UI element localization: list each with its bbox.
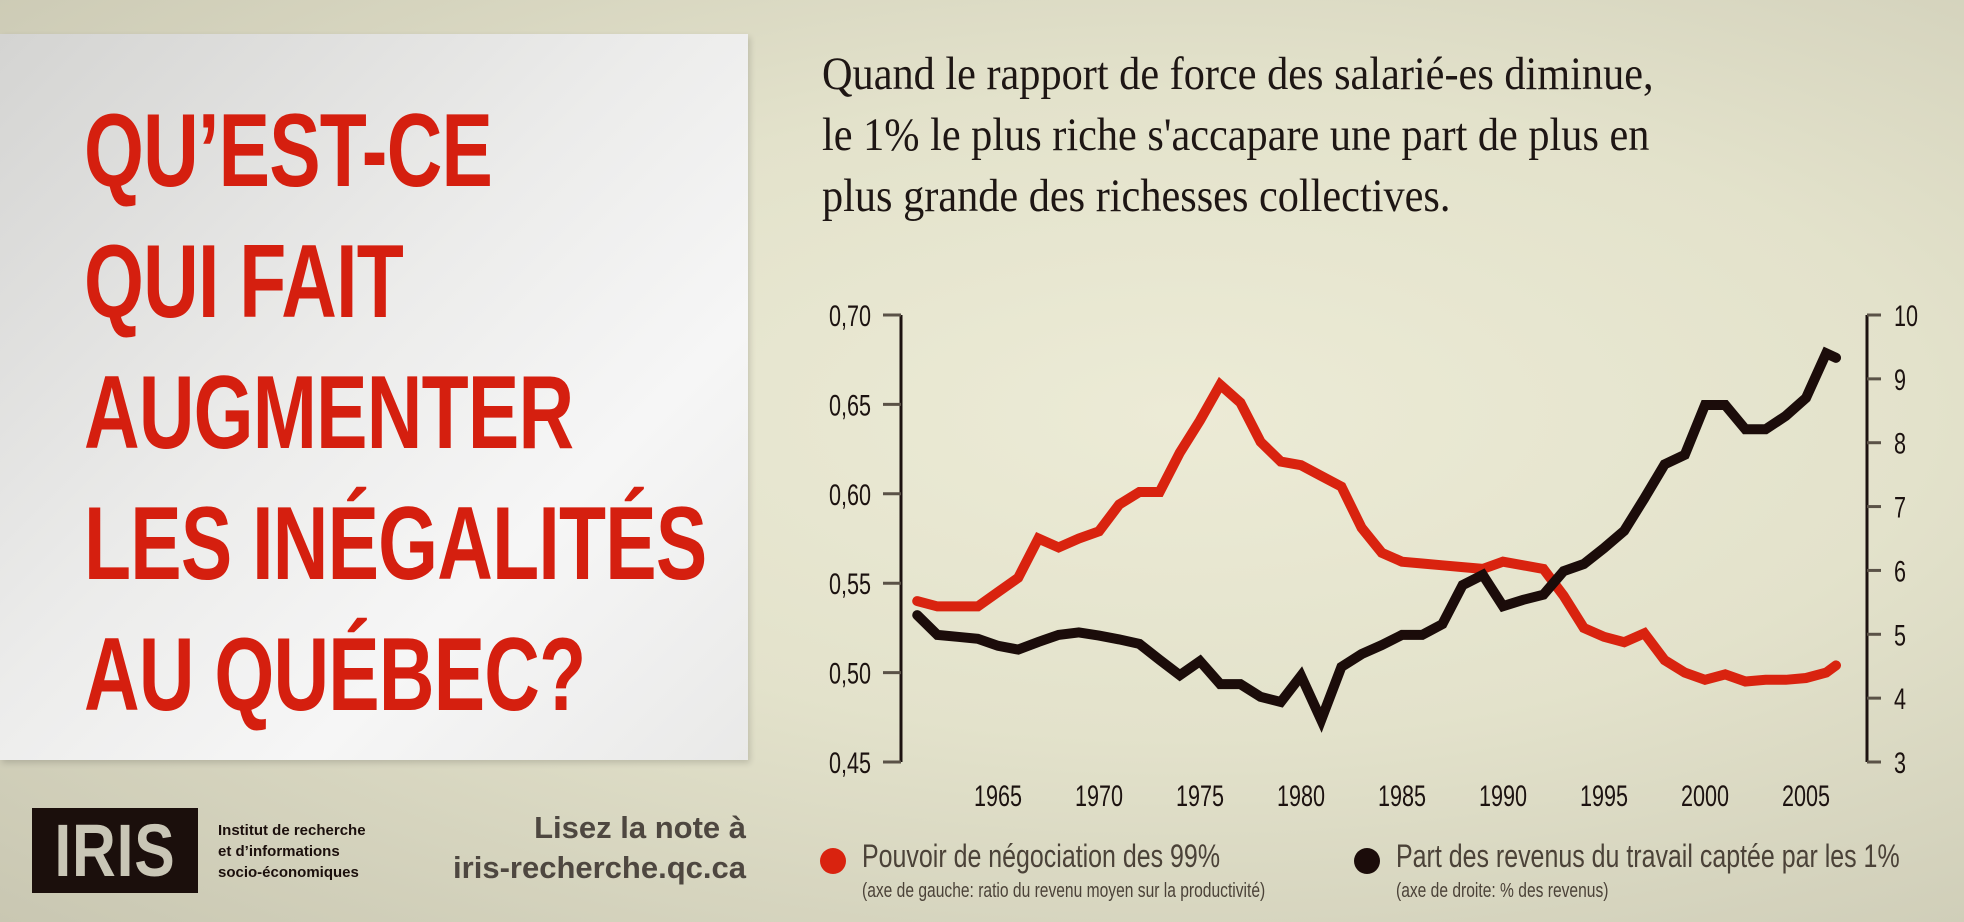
left-tick-label: 0,50	[829, 656, 871, 690]
headline-line-1: QU’EST-CE	[84, 93, 493, 209]
left-tick-label: 0,55	[829, 567, 871, 601]
organization-name: Institut de recherche et d’informations …	[218, 820, 366, 883]
legend-label: Pouvoir de négociation des 99%	[862, 838, 1221, 874]
legend-label: Part des revenus du travail captée par l…	[1396, 838, 1900, 874]
right-tick-label: 5	[1894, 618, 1906, 652]
headline-line-5: AU QUÉBEC?	[84, 617, 586, 733]
legend-sublabel: (axe de droite: % des revenus)	[1396, 880, 1609, 902]
org-line-3: socio-économiques	[218, 864, 359, 881]
year-label: 2005	[1782, 778, 1830, 812]
headline-line-2: QUI FAIT	[84, 224, 404, 340]
year-label: 1975	[1176, 778, 1224, 812]
right-tick-label: 10	[1894, 298, 1918, 332]
year-label: 1980	[1277, 778, 1325, 812]
black-series-line	[912, 346, 1841, 733]
right-y-axis: 10 9 8 7 6 5 4 3	[1865, 298, 1918, 780]
headline: QU’EST-CE QUI FAIT AUGMENTER LES INÉGALI…	[84, 86, 707, 741]
headline-line-3: AUGMENTER	[84, 355, 574, 471]
red-dot-icon	[820, 848, 846, 874]
right-tick-label: 9	[1894, 362, 1906, 396]
logo-text: IRIS	[54, 809, 176, 892]
black-dot-icon	[1354, 848, 1380, 874]
subtitle-line-1: Quand le rapport de force des salarié-es…	[822, 48, 1654, 100]
x-axis-labels: 1965 1970 1975 1980 1985 1990 1995 2000 2005	[974, 778, 1830, 812]
right-tick-label: 7	[1894, 490, 1906, 524]
read-note-cta: Lisez la note à iris-recherche.qc.ca	[453, 808, 746, 888]
year-label: 1995	[1580, 778, 1628, 812]
year-label: 2000	[1681, 778, 1729, 812]
chart-series	[912, 346, 1841, 733]
legend-sublabel: (axe de gauche: ratio du revenu moyen su…	[862, 880, 1266, 902]
subtitle-line-3: plus grande des richesses collectives.	[822, 170, 1451, 222]
year-label: 1970	[1075, 778, 1123, 812]
headline-card	[0, 34, 748, 760]
iris-logo: IRIS	[32, 808, 198, 893]
red-series-line	[912, 376, 1841, 687]
left-tick-label: 0,60	[829, 477, 871, 511]
year-label: 1990	[1479, 778, 1527, 812]
left-y-axis: 0,70 0,65 0,60 0,55 0,50 0,45	[829, 298, 903, 780]
left-tick-label: 0,45	[829, 745, 871, 779]
chart-subtitle: Quand le rapport de force des salarié-es…	[822, 44, 1812, 227]
right-tick-label: 3	[1894, 745, 1906, 779]
right-tick-label: 8	[1894, 426, 1906, 460]
year-label: 1985	[1378, 778, 1426, 812]
right-tick-label: 6	[1894, 554, 1906, 588]
org-line-2: et d’informations	[218, 843, 340, 860]
left-tick-label: 0,65	[829, 388, 871, 422]
headline-line-4: LES INÉGALITÉS	[84, 486, 707, 602]
right-tick-label: 4	[1894, 682, 1906, 716]
cta-line-1: Lisez la note à	[534, 810, 746, 845]
website-link[interactable]: iris-recherche.qc.ca	[453, 850, 746, 885]
left-tick-label: 0,70	[829, 298, 871, 332]
year-label: 1965	[974, 778, 1022, 812]
subtitle-line-2: le 1% le plus riche s'accapare une part …	[822, 109, 1650, 161]
org-line-1: Institut de recherche	[218, 822, 366, 839]
